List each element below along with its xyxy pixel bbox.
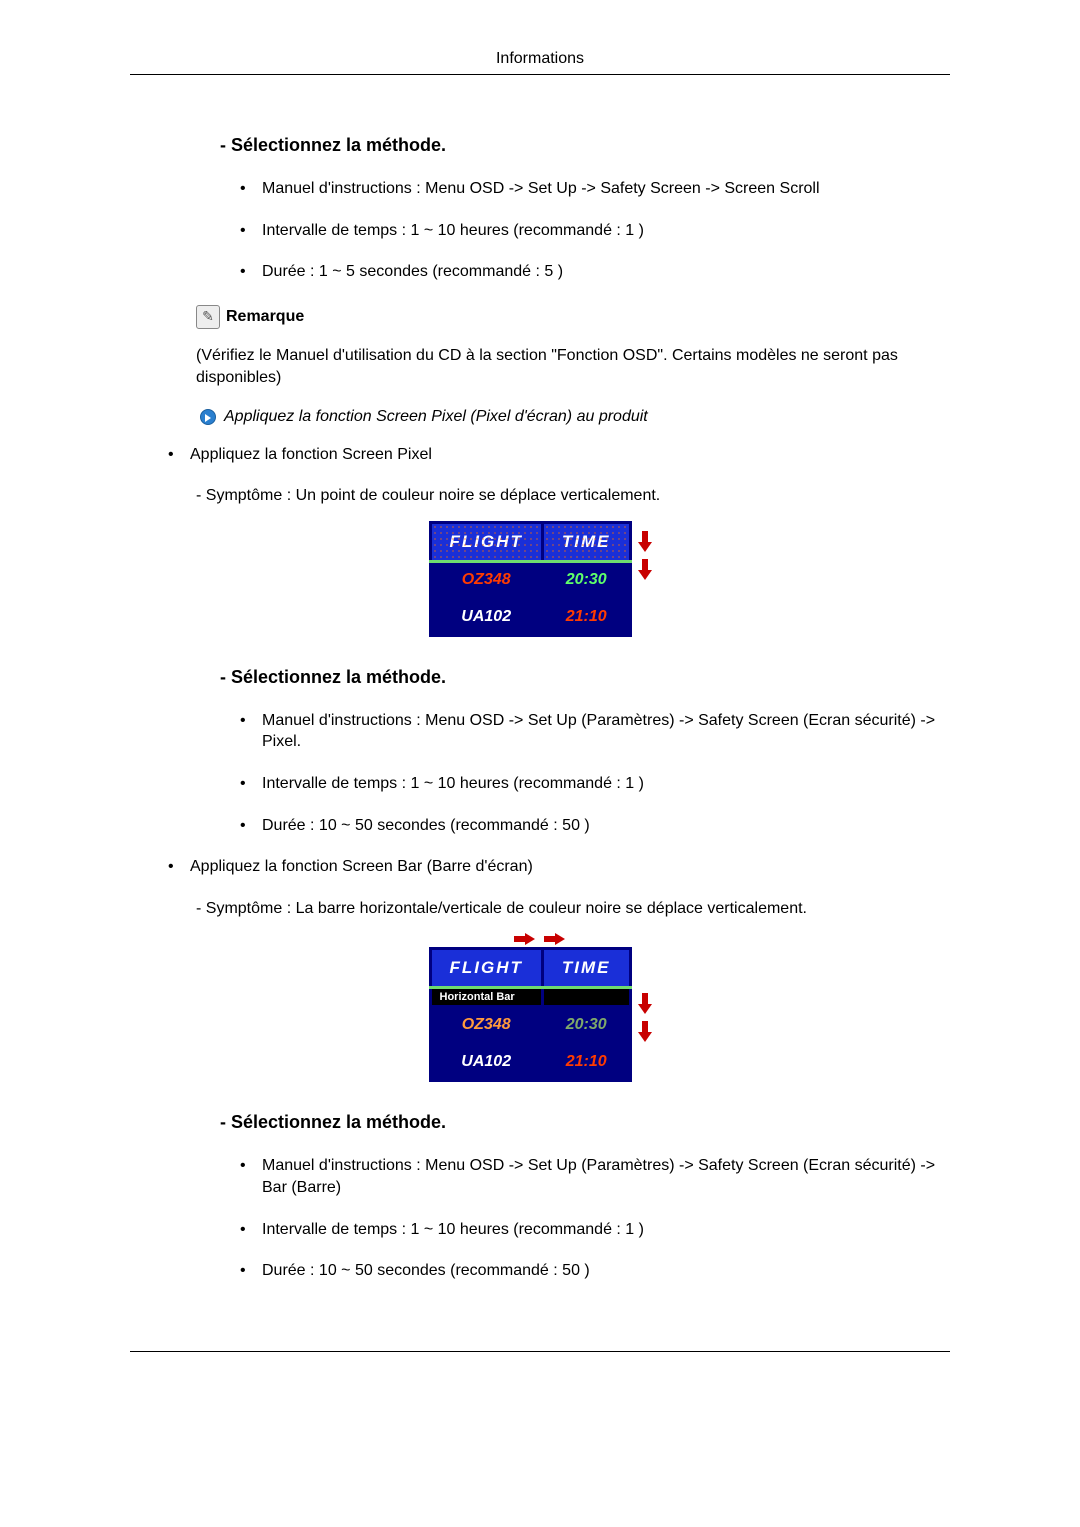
bar-list: Appliquez la fonction Screen Bar (Barre … (168, 856, 950, 878)
document-page: Informations - Sélectionnez la méthode. … (0, 0, 1080, 1422)
symptom-text-bar: - Symptôme : La barre horizontale/vertic… (196, 898, 950, 920)
pixel-list: Appliquez la fonction Screen Pixel (168, 444, 950, 466)
note-heading: ✎ Remarque (196, 305, 950, 329)
flight-table: FLIGHT TIME OZ348 20:30 UA102 21:10 (429, 521, 632, 637)
list-item: Intervalle de temps : 1 ~ 10 heures (rec… (240, 220, 950, 242)
note-body: (Vérifiez le Manuel d'utilisation du CD … (196, 345, 950, 390)
arrow-down-icon (638, 993, 652, 1015)
list-item: Manuel d'instructions : Menu OSD -> Set … (240, 710, 950, 753)
list-item: Manuel d'instructions : Menu OSD -> Set … (240, 178, 950, 200)
horizontal-bar-label: Horizontal Bar (430, 988, 542, 1007)
cell-flight: UA102 (430, 1044, 542, 1081)
cell-time: 20:30 (542, 1007, 630, 1044)
list-item: Durée : 1 ~ 5 secondes (recommandé : 5 ) (240, 261, 950, 283)
vertical-arrows (638, 521, 652, 581)
cell-flight: OZ348 (430, 561, 542, 598)
flight-table-graphic-bar: FLIGHT TIME Horizontal Bar OZ348 20:30 U… (130, 933, 950, 1082)
list-item: Intervalle de temps : 1 ~ 10 heures (rec… (240, 1219, 950, 1241)
callout-text: Appliquez la fonction Screen Pixel (Pixe… (224, 408, 648, 426)
arrow-down-icon (638, 559, 652, 581)
col-time: TIME (542, 949, 630, 988)
col-flight: FLIGHT (430, 949, 542, 988)
method-list-1: Manuel d'instructions : Menu OSD -> Set … (240, 178, 950, 283)
section-heading-1: - Sélectionnez la méthode. (220, 135, 950, 156)
flight-table-graphic-pixel: FLIGHT TIME OZ348 20:30 UA102 21:10 (130, 521, 950, 637)
section-heading-3: - Sélectionnez la méthode. (220, 1112, 950, 1133)
list-item: Durée : 10 ~ 50 secondes (recommandé : 5… (240, 1260, 950, 1282)
method-list-2: Manuel d'instructions : Menu OSD -> Set … (240, 710, 950, 836)
list-item: Appliquez la fonction Screen Pixel (168, 444, 950, 466)
method-list-3: Manuel d'instructions : Menu OSD -> Set … (240, 1155, 950, 1281)
note-label: Remarque (226, 308, 304, 326)
horizontal-bar-cell (542, 988, 630, 1007)
arrow-bullet-icon (200, 409, 216, 425)
footer-rule (130, 1351, 950, 1352)
symptom-text: - Symptôme : Un point de couleur noire s… (196, 485, 950, 507)
list-item: Appliquez la fonction Screen Bar (Barre … (168, 856, 950, 878)
page-header: Informations (130, 50, 950, 75)
cell-time: 21:10 (542, 598, 630, 635)
col-flight: FLIGHT (450, 532, 523, 551)
horizontal-arrows (429, 933, 652, 945)
cell-time: 21:10 (542, 1044, 630, 1081)
cell-flight: UA102 (430, 598, 542, 635)
arrow-down-icon (638, 1021, 652, 1043)
list-item: Durée : 10 ~ 50 secondes (recommandé : 5… (240, 815, 950, 837)
arrow-down-icon (638, 531, 652, 553)
vertical-arrows (638, 947, 652, 1043)
arrow-right-icon (514, 933, 536, 945)
list-item: Manuel d'instructions : Menu OSD -> Set … (240, 1155, 950, 1198)
col-time: TIME (562, 532, 611, 551)
arrow-right-icon (544, 933, 566, 945)
cell-time: 20:30 (542, 561, 630, 598)
flight-table: FLIGHT TIME Horizontal Bar OZ348 20:30 U… (429, 947, 632, 1082)
note-icon: ✎ (196, 305, 220, 329)
cell-flight: OZ348 (430, 1007, 542, 1044)
section-heading-2: - Sélectionnez la méthode. (220, 667, 950, 688)
callout-row: Appliquez la fonction Screen Pixel (Pixe… (200, 408, 950, 426)
list-item: Intervalle de temps : 1 ~ 10 heures (rec… (240, 773, 950, 795)
